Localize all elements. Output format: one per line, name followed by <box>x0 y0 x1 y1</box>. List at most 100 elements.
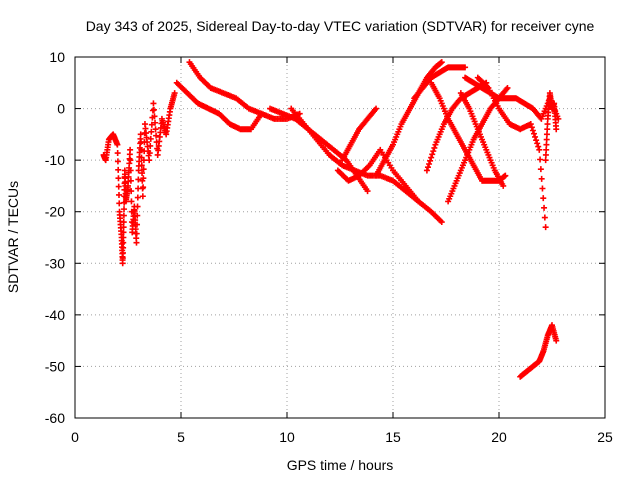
data-point <box>120 219 127 226</box>
data-point <box>415 198 422 205</box>
series-arc-5 <box>339 105 380 164</box>
data-point <box>150 100 157 107</box>
data-point <box>151 113 158 120</box>
x-tick-label: 15 <box>385 429 401 445</box>
data-point <box>153 132 160 139</box>
series-arc-1 <box>173 79 265 133</box>
data-point <box>139 193 146 200</box>
y-tick-label: -40 <box>45 307 65 323</box>
data-point <box>119 255 126 262</box>
data-point <box>373 105 380 112</box>
data-point <box>152 126 159 133</box>
data-point <box>128 188 135 195</box>
data-point <box>134 194 141 201</box>
data-point <box>134 221 141 228</box>
data-point <box>140 184 147 191</box>
data-point <box>462 64 469 71</box>
data-point <box>147 142 154 149</box>
data-point <box>134 203 141 210</box>
y-tick-label: -10 <box>45 152 65 168</box>
series-late-drop <box>542 90 560 164</box>
data-point <box>530 130 537 137</box>
x-tick-label: 20 <box>491 429 507 445</box>
data-point <box>542 151 549 158</box>
data-point <box>536 146 543 153</box>
data-point <box>424 164 431 171</box>
data-point <box>544 126 551 133</box>
data-point <box>121 206 128 213</box>
data-point <box>115 175 122 182</box>
data-point <box>128 198 135 205</box>
data-point <box>115 191 122 198</box>
axis-ticks: 0 5 10 15 20 25 10 0 -10 -20 -30 -40 -50 -60 <box>45 49 613 445</box>
data-point <box>543 141 550 148</box>
data-point <box>114 158 121 165</box>
data-point <box>119 249 126 256</box>
data-point <box>127 157 134 164</box>
y-tick-label: -60 <box>45 410 65 426</box>
data-point <box>540 195 547 202</box>
data-point <box>502 172 509 179</box>
series-arc-14 <box>474 74 549 231</box>
data-point <box>534 140 541 147</box>
data-point <box>537 156 544 163</box>
data-point <box>553 337 560 344</box>
data-point <box>527 121 534 128</box>
data-point <box>535 143 542 150</box>
data-point <box>543 146 550 153</box>
data-point <box>135 176 142 183</box>
data-point <box>364 188 371 195</box>
data-point <box>140 166 147 173</box>
data-point <box>542 224 549 231</box>
series-arc-11 <box>445 84 511 205</box>
data-points <box>100 59 562 380</box>
x-tick-label: 10 <box>279 429 295 445</box>
y-axis-label: SDTVAR / TECUs <box>5 181 21 293</box>
data-point <box>543 131 550 138</box>
y-tick-label: 0 <box>57 101 65 117</box>
data-point <box>544 121 551 128</box>
data-point <box>529 127 536 134</box>
grid-lines <box>75 57 605 418</box>
data-point <box>148 128 155 135</box>
data-point <box>120 224 127 231</box>
data-point <box>542 157 549 164</box>
plot-frame <box>74 56 606 419</box>
data-point <box>152 119 159 126</box>
data-point <box>504 84 511 91</box>
data-point <box>127 146 134 153</box>
data-point <box>120 239 127 246</box>
data-point <box>429 151 436 158</box>
data-point <box>133 230 140 237</box>
data-point <box>543 136 550 143</box>
data-point <box>528 124 535 131</box>
y-tick-label: -30 <box>45 255 65 271</box>
data-point <box>541 214 548 221</box>
chart-title: Day 343 of 2025, Sidereal Day-to-day VTE… <box>85 18 595 34</box>
data-point <box>140 175 147 182</box>
data-point <box>138 162 145 169</box>
x-tick-label: 5 <box>177 429 185 445</box>
data-point <box>133 239 140 246</box>
data-point <box>148 121 155 128</box>
data-point <box>120 244 127 251</box>
data-point <box>120 229 127 236</box>
data-point <box>438 219 445 226</box>
x-tick-label: 0 <box>71 429 79 445</box>
series-low-arc <box>517 322 560 380</box>
data-point <box>427 157 434 164</box>
data-point <box>115 166 122 173</box>
data-point <box>114 150 121 157</box>
y-tick-label: -20 <box>45 204 65 220</box>
data-point <box>500 182 507 189</box>
data-point <box>139 170 146 177</box>
data-point <box>120 234 127 241</box>
data-point <box>120 212 127 219</box>
data-point <box>147 135 154 142</box>
x-tick-label: 25 <box>597 429 613 445</box>
data-point <box>428 154 435 161</box>
series-arc-6 <box>334 146 422 205</box>
series-early-cluster <box>100 90 178 267</box>
data-point <box>538 175 545 182</box>
